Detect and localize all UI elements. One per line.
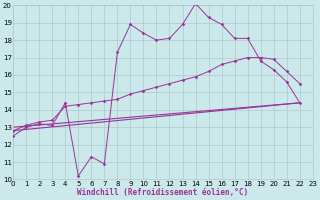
X-axis label: Windchill (Refroidissement éolien,°C): Windchill (Refroidissement éolien,°C) bbox=[77, 188, 249, 197]
